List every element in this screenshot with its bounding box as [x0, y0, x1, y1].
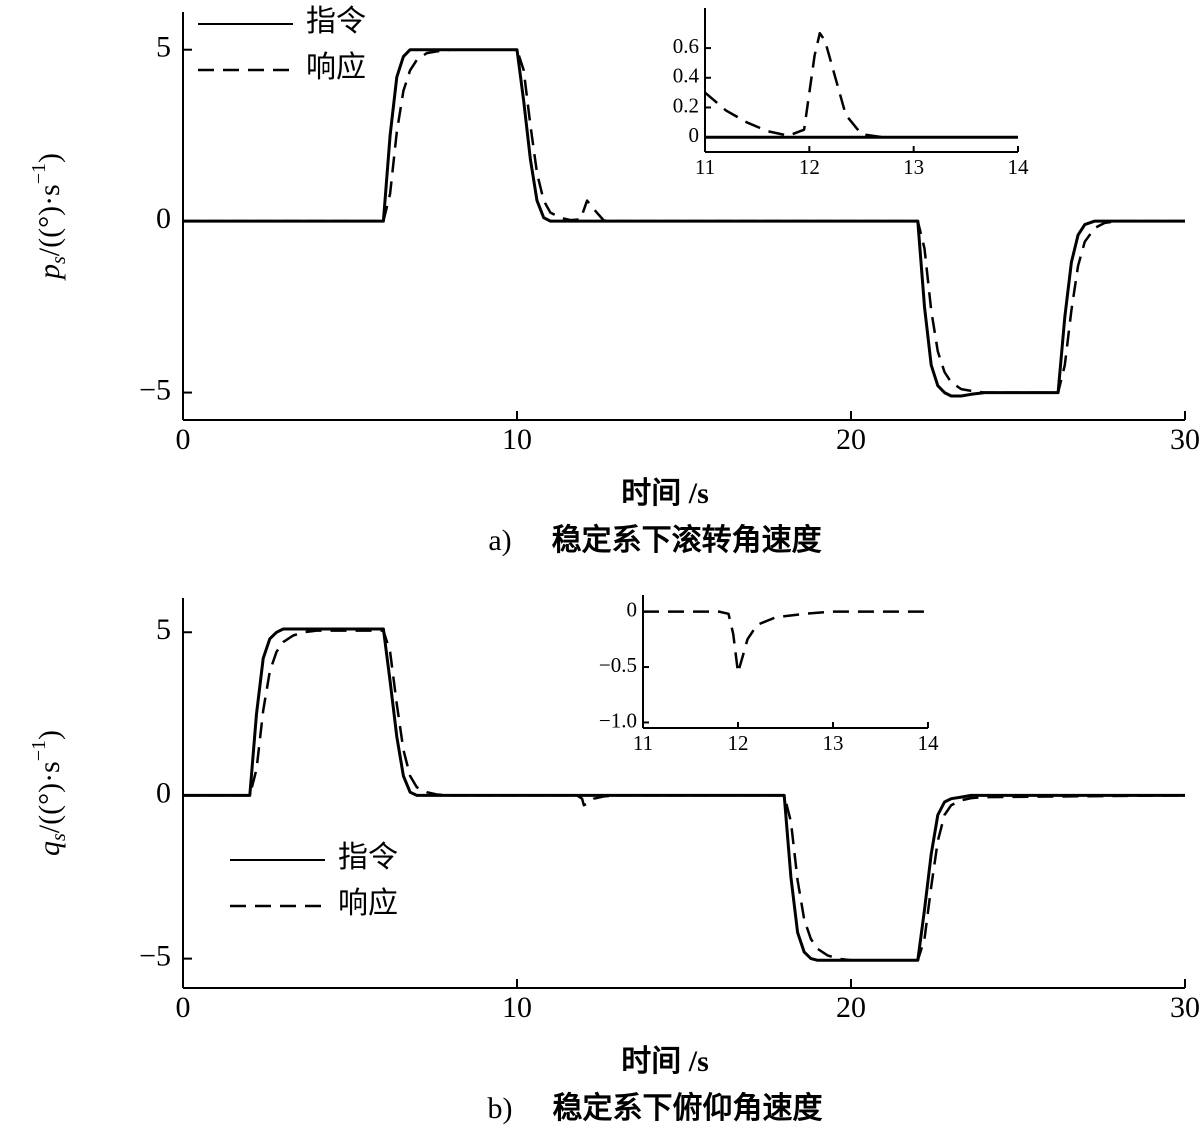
y-label-symbol: p: [33, 264, 66, 281]
caption-text: 稳定系下俯仰角速度: [553, 1091, 823, 1125]
caption-label: a): [488, 524, 511, 557]
y-tick-label: 0.6: [673, 34, 699, 58]
series-line: [704, 31, 1018, 139]
y-tick-label: 0: [156, 776, 171, 809]
x-tick-label: 30: [1170, 991, 1200, 1024]
x-axis-label: 时间 /s: [621, 1045, 709, 1078]
x-tick-label: 10: [502, 423, 532, 456]
x-tick-label: 11: [695, 155, 715, 179]
y-axis-label: ps/((°)·s−1): [28, 153, 70, 281]
series-line: [643, 610, 928, 674]
x-tick-label: 20: [836, 423, 866, 456]
series-line: [183, 627, 1185, 962]
y-tick-label: −5: [139, 940, 171, 973]
x-tick-label: 11: [633, 731, 653, 755]
x-tick-label: 0: [176, 991, 191, 1024]
legend-label: 指令: [306, 5, 366, 38]
y-tick-label: 5: [156, 31, 171, 64]
caption: b) 稳定系下俯仰角速度: [488, 1091, 823, 1125]
x-axis-label: 时间 /s: [621, 477, 709, 510]
caption-label: b): [488, 1092, 513, 1125]
y-label-sub: s: [48, 833, 70, 841]
y-label-sup: −1: [28, 740, 50, 761]
y-label-close: ): [33, 153, 66, 163]
y-tick-label: 0.2: [673, 93, 699, 117]
x-tick-label: 10: [502, 991, 532, 1024]
y-tick-label: 0.4: [673, 64, 700, 88]
caption: a) 稳定系下滚转角速度: [488, 523, 821, 557]
y-tick-label: 5: [156, 613, 171, 646]
legend-label: 响应: [338, 887, 398, 920]
y-tick-label: −0.5: [599, 653, 637, 677]
series-line: [183, 629, 1186, 962]
x-tick-label: 14: [918, 731, 940, 755]
y-label-close: ): [33, 730, 66, 740]
series-line: [183, 48, 1185, 398]
x-tick-label: 0: [176, 423, 191, 456]
x-tick-label: 12: [728, 731, 749, 755]
y-tick-label: −1.0: [599, 708, 637, 732]
y-tick-label: 0: [689, 123, 700, 147]
y-label-sup: −1: [28, 163, 50, 184]
x-tick-label: 12: [799, 155, 820, 179]
y-tick-label: 0: [627, 597, 638, 621]
x-tick-label: 13: [823, 731, 844, 755]
y-label-sub: s: [48, 256, 70, 264]
legend-label: 指令: [338, 841, 398, 874]
y-label-unit: /((°)·s: [33, 761, 66, 833]
x-tick-label: 14: [1008, 155, 1030, 179]
series-line: [183, 48, 1185, 394]
y-tick-label: 0: [156, 202, 171, 235]
y-label-symbol: q: [33, 841, 66, 856]
caption-text: 稳定系下滚转角速度: [552, 523, 822, 557]
x-tick-label: 20: [836, 991, 866, 1024]
x-tick-label: 13: [903, 155, 924, 179]
x-tick-label: 30: [1170, 423, 1200, 456]
y-label-unit: /((°)·s: [33, 184, 66, 256]
y-axis-label: qs/((°)·s−1): [28, 730, 70, 856]
legend-label: 响应: [306, 51, 366, 84]
y-tick-label: −5: [139, 373, 171, 406]
